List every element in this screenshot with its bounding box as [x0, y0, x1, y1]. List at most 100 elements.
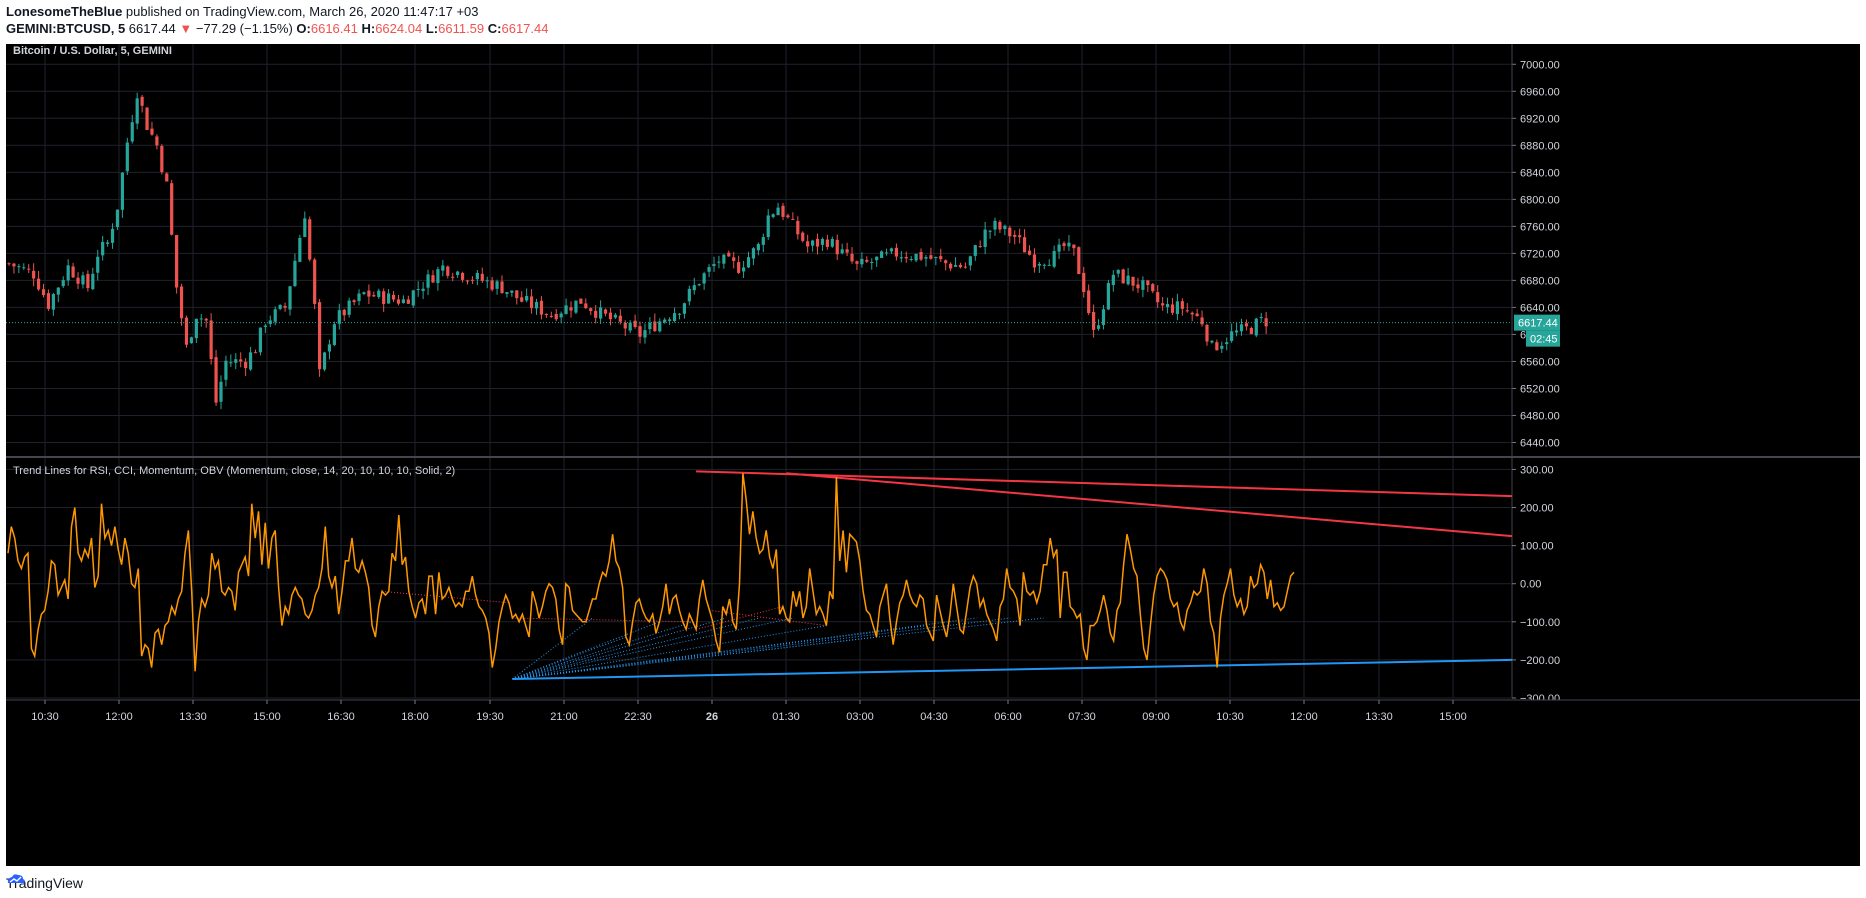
candle-body [1170, 304, 1175, 313]
candle-body [613, 314, 617, 318]
time-axis-label: 09:00 [1142, 711, 1170, 723]
time-axis-label: 15:00 [1439, 711, 1467, 723]
candle-body [165, 173, 169, 182]
candle-body [86, 273, 90, 289]
candle-body [845, 249, 849, 253]
support-trend-line [512, 658, 1513, 680]
candle-body [515, 290, 519, 299]
candle-body [870, 261, 874, 263]
candle-body [1141, 280, 1145, 290]
candle-body [91, 273, 95, 290]
candle-body [342, 309, 346, 316]
time-axis-label: 21:00 [550, 711, 578, 723]
candle-body [653, 321, 657, 332]
candle-body [1077, 247, 1081, 275]
candle-body [46, 293, 51, 309]
price-axis-label: 6440.00 [1520, 437, 1560, 449]
candle-body [1136, 284, 1140, 289]
candle-body [978, 246, 982, 248]
candle-body [367, 290, 371, 297]
main-chart-title: Bitcoin / U.S. Dollar, 5, GEMINI [13, 45, 172, 57]
candle-body [663, 319, 667, 323]
candle-body [618, 315, 622, 322]
candle-body [756, 244, 760, 251]
candle-body [96, 256, 100, 273]
candle-body [110, 228, 115, 243]
candle-body [1042, 264, 1046, 266]
candle-body [1057, 244, 1061, 252]
candle-body [687, 288, 691, 302]
indicator-axis-label: 0.00 [1520, 579, 1541, 591]
candle-body [1220, 345, 1224, 349]
candle-body [421, 288, 425, 292]
candle-body [934, 257, 938, 259]
candle-body [357, 293, 361, 302]
candle-body [1195, 313, 1199, 317]
candle-body [253, 352, 258, 354]
candle-body [677, 313, 682, 315]
candle-body [308, 219, 312, 260]
candle-body [313, 259, 317, 304]
candle-body [1156, 292, 1160, 303]
support-dotted-line [512, 621, 660, 680]
candle-body [1185, 310, 1189, 312]
time-axis-label: 06:00 [994, 711, 1022, 723]
candle-body [150, 128, 154, 135]
candle-body [820, 238, 825, 245]
candle-body [732, 257, 736, 261]
candle-body [1254, 318, 1258, 336]
candle-body [1003, 225, 1007, 230]
candle-body [894, 247, 898, 257]
candle-body [889, 248, 894, 252]
candle-body [1234, 330, 1239, 333]
candle-body [761, 237, 765, 245]
candle-body [766, 215, 770, 238]
candle-body [372, 295, 376, 297]
candle-body [1215, 342, 1219, 351]
time-axis-label: 04:30 [920, 711, 948, 723]
candle-body [1161, 303, 1165, 306]
candle-body [1180, 301, 1184, 309]
candle-body [436, 269, 440, 283]
candle-body [579, 298, 583, 304]
support-dotted-line [512, 625, 827, 680]
candle-body [1037, 263, 1041, 266]
candle-body [416, 288, 420, 290]
footer-brand[interactable]: TradingView [6, 875, 84, 891]
tradingview-logo-icon[interactable] [6, 872, 26, 886]
candle-body [727, 252, 731, 257]
candle-body [199, 318, 203, 320]
price-axis-label: 6680.00 [1520, 275, 1560, 287]
candle-body [387, 293, 391, 304]
candle-body [12, 263, 16, 267]
candle-body [549, 315, 553, 317]
candle-body [791, 218, 795, 220]
candle-body [155, 136, 159, 146]
candle-body [184, 317, 189, 345]
candle-body [697, 284, 701, 286]
candle-body [668, 319, 672, 321]
candle-body [850, 253, 854, 262]
candle-body [189, 337, 194, 344]
candle-body [786, 215, 790, 218]
author-name[interactable]: LonesomeTheBlue [6, 4, 123, 19]
candle-body [865, 259, 869, 262]
candle-body [559, 313, 563, 318]
low-label: L: [425, 21, 439, 36]
candle-body [1121, 269, 1125, 284]
time-axis-label: 13:30 [179, 711, 207, 723]
candle-body [574, 300, 578, 313]
time-axis-label: 03:00 [846, 711, 874, 723]
candle-body [125, 142, 129, 172]
candle-body [589, 308, 593, 312]
candle-body [36, 278, 41, 290]
indicator-axis-label: 200.00 [1520, 503, 1554, 515]
price-axis-label: 6640.00 [1520, 302, 1560, 314]
time-axis-label: 07:30 [1068, 711, 1096, 723]
candle-body [76, 277, 80, 284]
indicator-axis-label: −200.00 [1520, 655, 1560, 667]
candle-body [830, 238, 834, 247]
candle-body [1249, 327, 1253, 334]
chart-area[interactable]: 7000.00 6960.00 6920.00 6880.00 6840.00 6800.… [6, 44, 1860, 866]
chart-svg[interactable]: 7000.00 6960.00 6920.00 6880.00 6840.00 6800.… [6, 44, 1860, 866]
